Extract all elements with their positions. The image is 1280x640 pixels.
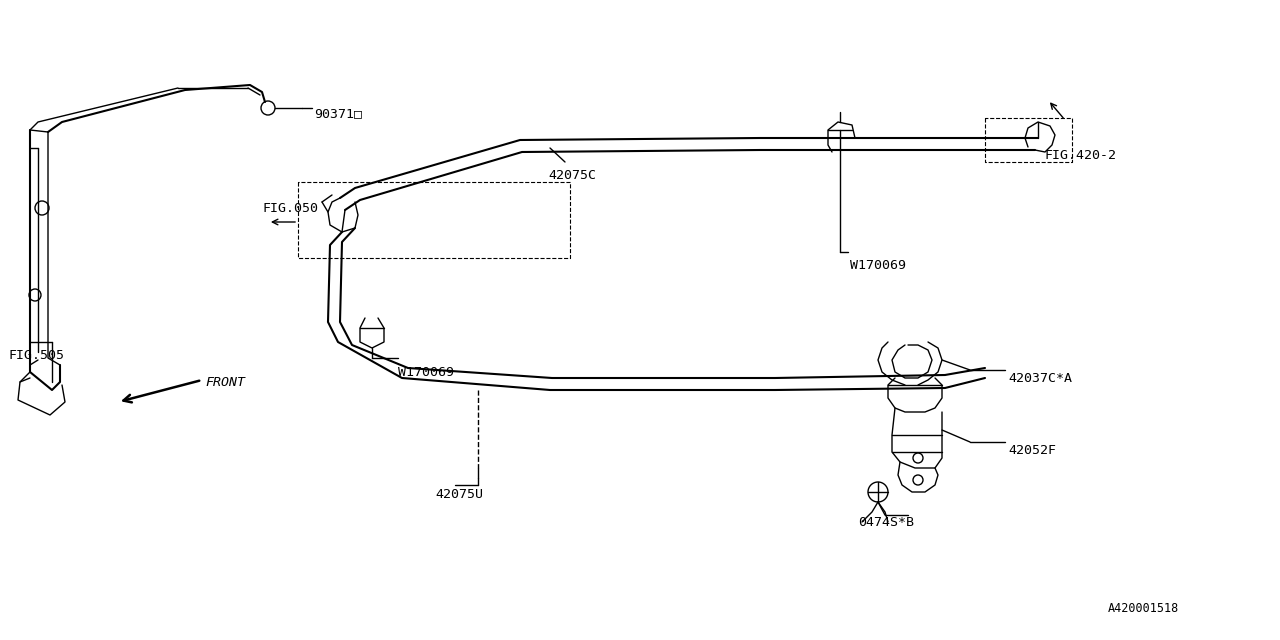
Text: 0474S*B: 0474S*B [858,515,914,529]
Text: 42037C*A: 42037C*A [1009,371,1073,385]
Text: 42052F: 42052F [1009,444,1056,456]
Text: 90371□: 90371□ [314,108,362,120]
Text: FIG.050: FIG.050 [262,202,317,215]
Text: 42075C: 42075C [548,168,596,182]
Text: W170069: W170069 [398,365,454,378]
Text: 42075U: 42075U [435,488,483,502]
Text: FIG.505: FIG.505 [8,349,64,362]
Text: A420001518: A420001518 [1108,602,1179,615]
Text: W170069: W170069 [850,259,906,271]
Text: FRONT: FRONT [205,376,244,388]
Text: FIG.420-2: FIG.420-2 [1044,148,1117,161]
